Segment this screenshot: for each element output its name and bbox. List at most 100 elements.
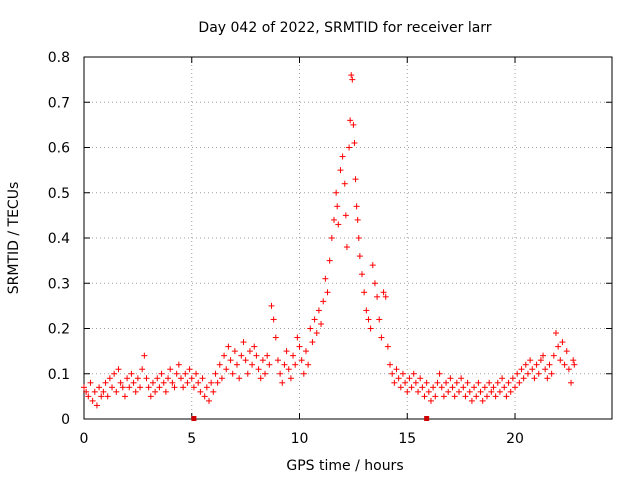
data-point	[143, 375, 150, 382]
data-point	[355, 235, 362, 241]
data-point	[124, 375, 131, 382]
data-point	[231, 348, 238, 355]
data-point	[173, 370, 180, 377]
x-tick-label: 15	[398, 431, 416, 447]
data-point	[175, 361, 182, 368]
data-point	[147, 393, 154, 400]
data-point	[417, 375, 424, 382]
data-point	[197, 388, 204, 395]
data-point	[158, 370, 165, 377]
data-point	[326, 257, 333, 264]
axis-markers	[191, 416, 430, 421]
data-point	[298, 357, 305, 364]
data-point	[193, 370, 200, 377]
data-point	[351, 139, 358, 146]
data-point	[449, 384, 456, 391]
data-point	[311, 316, 318, 323]
data-point	[559, 339, 566, 346]
data-point	[367, 325, 374, 332]
data-point	[283, 348, 290, 355]
data-point	[423, 379, 430, 386]
data-point	[238, 352, 245, 359]
data-point	[203, 384, 210, 391]
data-point	[294, 334, 301, 341]
data-points	[81, 72, 578, 409]
data-point	[421, 393, 428, 400]
data-point	[548, 370, 555, 377]
data-point	[190, 384, 197, 391]
data-point	[156, 384, 163, 391]
data-point	[507, 388, 514, 395]
data-point	[384, 343, 391, 350]
data-point	[408, 384, 415, 391]
data-point	[352, 176, 359, 183]
data-point	[341, 180, 348, 187]
data-point	[348, 72, 355, 79]
axis-ticks: 0 0.1 0.2 0.3 0.4 0.5 0.6 0.7 0.8 0 5 10 15 20	[48, 50, 612, 447]
x-tick-label: 0	[80, 431, 89, 447]
data-point	[152, 388, 159, 395]
y-tick-label: 0.6	[48, 141, 70, 157]
data-point	[93, 402, 100, 409]
x-axis-label: GPS time / hours	[286, 458, 403, 474]
data-point	[488, 388, 495, 395]
y-tick-label: 0.5	[48, 186, 70, 202]
data-point	[89, 397, 96, 404]
data-point	[466, 388, 473, 395]
data-point	[234, 361, 241, 368]
data-point	[404, 388, 411, 395]
data-point	[419, 384, 426, 391]
data-point	[486, 379, 493, 386]
y-axis-label: SRMTID / TECUs	[6, 182, 22, 295]
data-point	[85, 393, 92, 400]
data-point	[102, 379, 109, 386]
data-point	[342, 212, 349, 219]
data-point	[410, 370, 417, 377]
data-point	[382, 293, 389, 300]
grid-lines	[84, 57, 612, 419]
data-point	[171, 384, 178, 391]
chart-title: Day 042 of 2022, SRMTID for receiver lar…	[198, 20, 491, 36]
data-point	[343, 244, 350, 251]
data-point	[535, 370, 542, 377]
data-point	[354, 216, 361, 223]
data-point	[333, 189, 340, 196]
data-point	[481, 384, 488, 391]
data-point	[186, 366, 193, 373]
data-point	[109, 384, 116, 391]
data-point	[249, 361, 256, 368]
data-point	[154, 375, 161, 382]
data-point	[259, 357, 266, 364]
data-point	[563, 348, 570, 355]
data-point	[477, 388, 484, 395]
data-point	[277, 370, 284, 377]
data-point	[376, 316, 383, 323]
data-point	[350, 121, 357, 128]
data-point	[492, 393, 499, 400]
data-point	[195, 379, 202, 386]
data-point	[251, 343, 258, 350]
data-point	[412, 379, 419, 386]
data-point	[337, 167, 344, 174]
data-point	[188, 375, 195, 382]
data-point	[205, 397, 212, 404]
data-point	[309, 339, 316, 346]
data-point	[216, 361, 223, 368]
data-point	[296, 343, 303, 350]
data-point	[307, 325, 314, 332]
data-point	[464, 379, 471, 386]
data-point	[128, 370, 135, 377]
y-tick-label: 0.8	[48, 50, 70, 66]
data-point	[363, 307, 370, 314]
data-point	[458, 375, 465, 382]
y-tick-label: 0.4	[48, 231, 70, 247]
data-point	[119, 384, 126, 391]
data-point	[322, 275, 329, 282]
data-point	[471, 384, 478, 391]
data-point	[349, 76, 356, 83]
data-point	[537, 357, 544, 364]
data-point	[468, 397, 475, 404]
data-point	[568, 379, 575, 386]
data-point	[445, 388, 452, 395]
data-point	[389, 370, 396, 377]
